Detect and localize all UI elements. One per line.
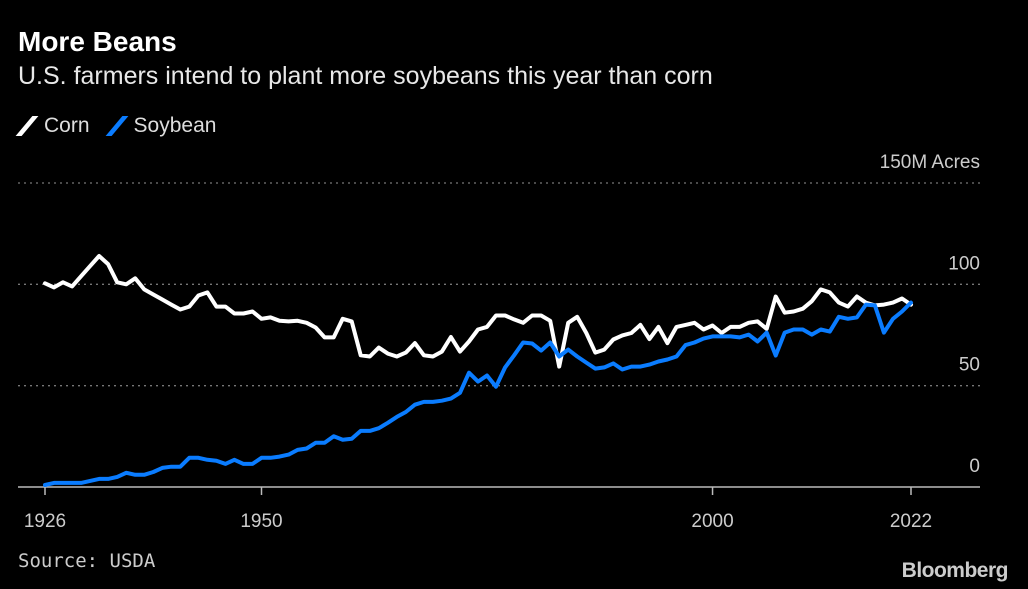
x-tick-label: 1926 <box>24 511 66 532</box>
y-tick-label: 150M Acres <box>880 152 980 173</box>
legend-label-corn: Corn <box>44 114 90 137</box>
source-note: Source: USDA <box>18 550 156 572</box>
x-tick-label: 1950 <box>240 511 282 532</box>
y-tick-label: 0 <box>969 456 980 477</box>
x-tick-label: 2000 <box>691 511 733 532</box>
series-line-corn <box>43 254 913 369</box>
y-tick-label: 50 <box>959 355 980 376</box>
bloomberg-logo: Bloomberg <box>901 559 1009 582</box>
y-tick-label: 100 <box>948 253 980 274</box>
series-line-soybean <box>43 300 913 487</box>
legend: Corn Soybean <box>15 114 217 138</box>
chart-subtitle: U.S. farmers intend to plant more soybea… <box>18 62 713 90</box>
chart-title: More Beans <box>18 26 177 57</box>
legend-item-corn: Corn <box>15 114 90 138</box>
legend-label-soybean: Soybean <box>133 114 217 137</box>
legend-item-soybean: Soybean <box>105 114 217 138</box>
x-tick-label: 2022 <box>890 511 932 532</box>
